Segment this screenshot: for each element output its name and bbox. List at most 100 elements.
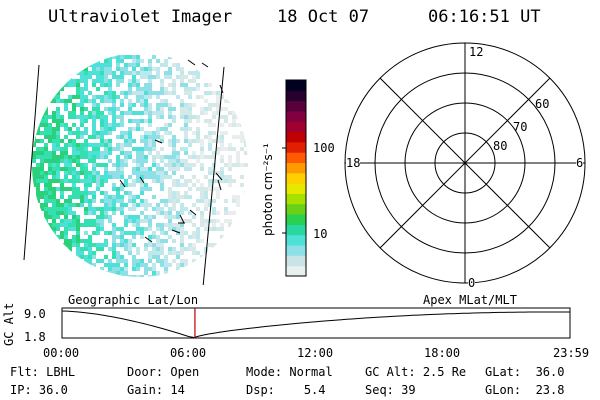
emission-pixel bbox=[176, 263, 180, 267]
emission-pixel bbox=[68, 59, 72, 63]
emission-pixel bbox=[136, 87, 140, 91]
emission-pixel bbox=[48, 95, 52, 99]
emission-pixel bbox=[164, 263, 168, 267]
emission-pixel bbox=[88, 151, 92, 155]
emission-pixel bbox=[64, 219, 68, 223]
emission-pixel bbox=[68, 167, 72, 171]
emission-pixel bbox=[156, 243, 160, 247]
emission-pixel bbox=[80, 199, 84, 203]
emission-pixel bbox=[212, 207, 216, 211]
emission-pixel bbox=[212, 227, 216, 231]
emission-pixel bbox=[80, 195, 84, 199]
emission-pixel bbox=[64, 143, 68, 147]
emission-pixel bbox=[68, 63, 72, 67]
emission-pixel bbox=[220, 175, 224, 179]
emission-pixel bbox=[20, 191, 24, 195]
emission-pixel bbox=[80, 103, 84, 107]
emission-pixel bbox=[216, 151, 220, 155]
emission-pixel bbox=[104, 263, 108, 267]
emission-pixel bbox=[252, 247, 255, 251]
emission-pixel bbox=[36, 175, 40, 179]
emission-pixel bbox=[92, 107, 96, 111]
emission-pixel bbox=[36, 211, 40, 215]
emission-pixel bbox=[128, 119, 132, 123]
emission-pixel bbox=[216, 243, 220, 247]
emission-pixel bbox=[160, 187, 164, 191]
emission-pixel bbox=[52, 195, 56, 199]
emission-pixel bbox=[52, 267, 56, 271]
emission-pixel bbox=[120, 171, 124, 175]
emission-pixel bbox=[112, 123, 116, 127]
emission-pixel bbox=[140, 71, 144, 75]
emission-pixel bbox=[48, 247, 52, 251]
emission-pixel bbox=[136, 195, 140, 199]
emission-pixel bbox=[76, 127, 80, 131]
emission-pixel bbox=[28, 271, 32, 275]
emission-pixel bbox=[128, 135, 132, 139]
emission-pixel bbox=[120, 199, 124, 203]
emission-pixel bbox=[100, 223, 104, 227]
emission-pixel bbox=[104, 179, 108, 183]
emission-pixel bbox=[216, 191, 220, 195]
emission-pixel bbox=[152, 155, 156, 159]
emission-pixel bbox=[84, 127, 88, 131]
emission-pixel bbox=[196, 155, 200, 159]
emission-pixel bbox=[108, 267, 112, 271]
emission-pixel bbox=[188, 167, 192, 171]
emission-pixel bbox=[224, 263, 228, 267]
emission-pixel bbox=[72, 107, 76, 111]
emission-pixel bbox=[172, 195, 176, 199]
emission-pixel bbox=[136, 167, 140, 171]
emission-pixel bbox=[48, 191, 52, 195]
emission-pixel bbox=[184, 191, 188, 195]
emission-pixel bbox=[168, 247, 172, 251]
emission-pixel bbox=[44, 275, 48, 277]
emission-pixel bbox=[124, 151, 128, 155]
emission-pixel bbox=[84, 147, 88, 151]
emission-pixel bbox=[92, 263, 96, 267]
emission-pixel bbox=[160, 111, 164, 115]
emission-pixel bbox=[40, 79, 44, 83]
emission-pixel bbox=[72, 279, 76, 283]
emission-pixel bbox=[76, 227, 80, 231]
emission-pixel bbox=[220, 107, 224, 111]
emission-pixel bbox=[76, 79, 80, 83]
emission-pixel bbox=[124, 131, 128, 135]
emission-pixel bbox=[188, 275, 192, 277]
emission-pixel bbox=[64, 231, 68, 235]
emission-pixel bbox=[164, 255, 168, 259]
emission-pixel bbox=[132, 259, 136, 263]
polar-label-6: 6 bbox=[576, 156, 584, 170]
emission-pixel bbox=[52, 99, 56, 103]
emission-pixel bbox=[96, 219, 100, 223]
emission-pixel bbox=[88, 247, 92, 251]
emission-pixel bbox=[20, 279, 24, 283]
emission-pixel bbox=[92, 103, 96, 107]
emission-pixel bbox=[48, 151, 52, 155]
emission-pixel bbox=[148, 171, 152, 175]
emission-pixel bbox=[172, 91, 176, 95]
date-label: 18 Oct 07 bbox=[277, 7, 370, 27]
emission-pixel bbox=[172, 167, 176, 171]
emission-pixel bbox=[248, 199, 252, 203]
emission-pixel bbox=[140, 231, 144, 235]
emission-pixel bbox=[80, 179, 84, 183]
emission-pixel bbox=[168, 199, 172, 203]
emission-pixel bbox=[212, 223, 216, 227]
emission-pixel bbox=[68, 127, 72, 131]
emission-pixel bbox=[196, 239, 200, 243]
emission-pixel bbox=[32, 63, 36, 67]
emission-pixel bbox=[52, 135, 56, 139]
emission-pixel bbox=[112, 71, 116, 75]
emission-pixel bbox=[80, 111, 84, 115]
emission-pixel bbox=[112, 239, 116, 243]
emission-pixel bbox=[88, 207, 92, 211]
emission-pixel bbox=[28, 139, 32, 143]
emission-pixel bbox=[164, 215, 168, 219]
emission-pixel bbox=[168, 71, 172, 75]
emission-pixel bbox=[60, 71, 64, 75]
emission-pixel bbox=[200, 151, 204, 155]
emission-pixel bbox=[188, 79, 192, 83]
emission-pixel bbox=[104, 91, 108, 95]
emission-pixel bbox=[108, 127, 112, 131]
